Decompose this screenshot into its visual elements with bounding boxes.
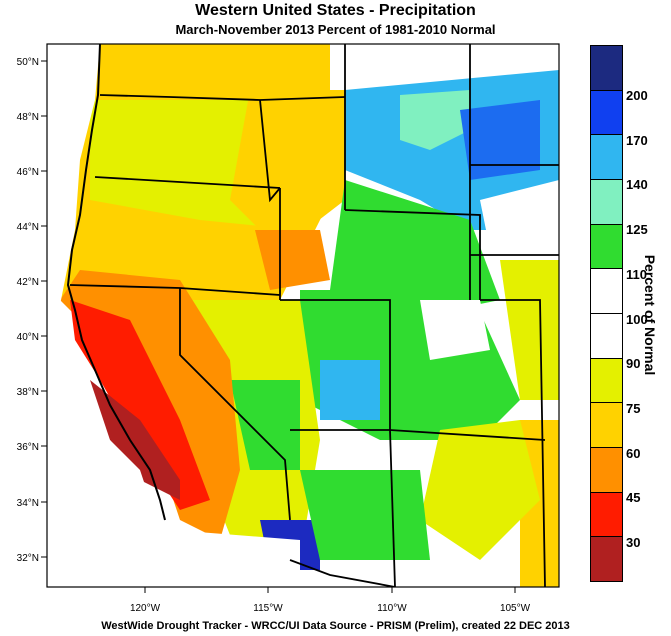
colorbar-label: 100 xyxy=(626,312,648,327)
co-nm-east xyxy=(480,299,546,587)
colorbar-label: 90 xyxy=(626,356,641,371)
colorbar-title: Percent of Normal xyxy=(642,254,658,376)
latitude-labels: 50°N 48°N 46°N 44°N 42°N 40°N 38°N 36°N … xyxy=(17,57,39,564)
colorbar-label: 30 xyxy=(626,535,641,550)
lat-label: 42°N xyxy=(17,277,39,288)
colorbar-swatch xyxy=(591,224,622,270)
colorbar-swatch xyxy=(591,314,622,359)
lat-label: 32°N xyxy=(17,553,39,564)
colorbar xyxy=(590,45,623,582)
coastline xyxy=(66,44,166,521)
colorbar-swatch xyxy=(591,90,622,136)
lat-label: 38°N xyxy=(17,387,39,398)
colorbar-label: 45 xyxy=(626,490,641,505)
colorbar-swatch xyxy=(591,269,622,315)
lat-label: 48°N xyxy=(17,112,39,123)
lat-label: 50°N xyxy=(17,57,39,68)
mexico-border xyxy=(289,559,396,587)
ut-co-border xyxy=(280,299,391,430)
latitude-ticks xyxy=(41,60,47,558)
map-subtitle: March-November 2013 Percent of 1981-2010… xyxy=(175,22,496,37)
wa-or-border xyxy=(99,94,346,101)
colorbar-label: 170 xyxy=(626,133,648,148)
lat-label: 36°N xyxy=(17,442,39,453)
lat-label: 46°N xyxy=(17,167,39,178)
lon-label: 120°W xyxy=(130,603,161,614)
az-nm-border xyxy=(389,429,396,587)
colorbar-label: 110 xyxy=(626,267,647,282)
lat-label: 34°N xyxy=(17,498,39,509)
colorbar-swatch xyxy=(591,46,622,91)
longitude-labels: 120°W 115°W 110°W 105°W xyxy=(130,603,531,614)
colorbar-label: 200 xyxy=(626,88,648,103)
map-frame xyxy=(46,43,560,588)
lon-label: 115°W xyxy=(253,603,283,614)
colorbar-swatch xyxy=(591,180,622,225)
map-title: Western United States - Precipitation xyxy=(195,2,476,19)
colorbar-swatch xyxy=(591,448,622,493)
colorbar-label: 140 xyxy=(626,177,648,192)
lat-label: 44°N xyxy=(17,222,39,233)
state-borders xyxy=(69,44,559,587)
colorbar-label: 75 xyxy=(626,401,641,416)
colorbar-swatch xyxy=(591,135,622,181)
colorbar-label: 125 xyxy=(626,222,648,237)
lon-label: 110°W xyxy=(377,603,407,614)
colorbar-swatch xyxy=(591,537,622,582)
colorbar-swatch xyxy=(591,403,622,449)
colorbar-swatch xyxy=(591,492,622,538)
colorbar-label: 60 xyxy=(626,446,641,461)
or-border-south xyxy=(94,176,281,189)
credit-line: WestWide Drought Tracker - WRCC/UI Data … xyxy=(101,620,570,632)
wy-borders xyxy=(344,209,481,300)
lat-label: 40°N xyxy=(17,332,39,343)
id-or-border xyxy=(259,99,281,203)
longitude-ticks xyxy=(144,587,516,593)
map-fill-layer xyxy=(47,44,559,587)
colorbar-swatch xyxy=(591,358,622,404)
ca-nv-border xyxy=(179,288,291,521)
lon-label: 105°W xyxy=(500,603,531,614)
